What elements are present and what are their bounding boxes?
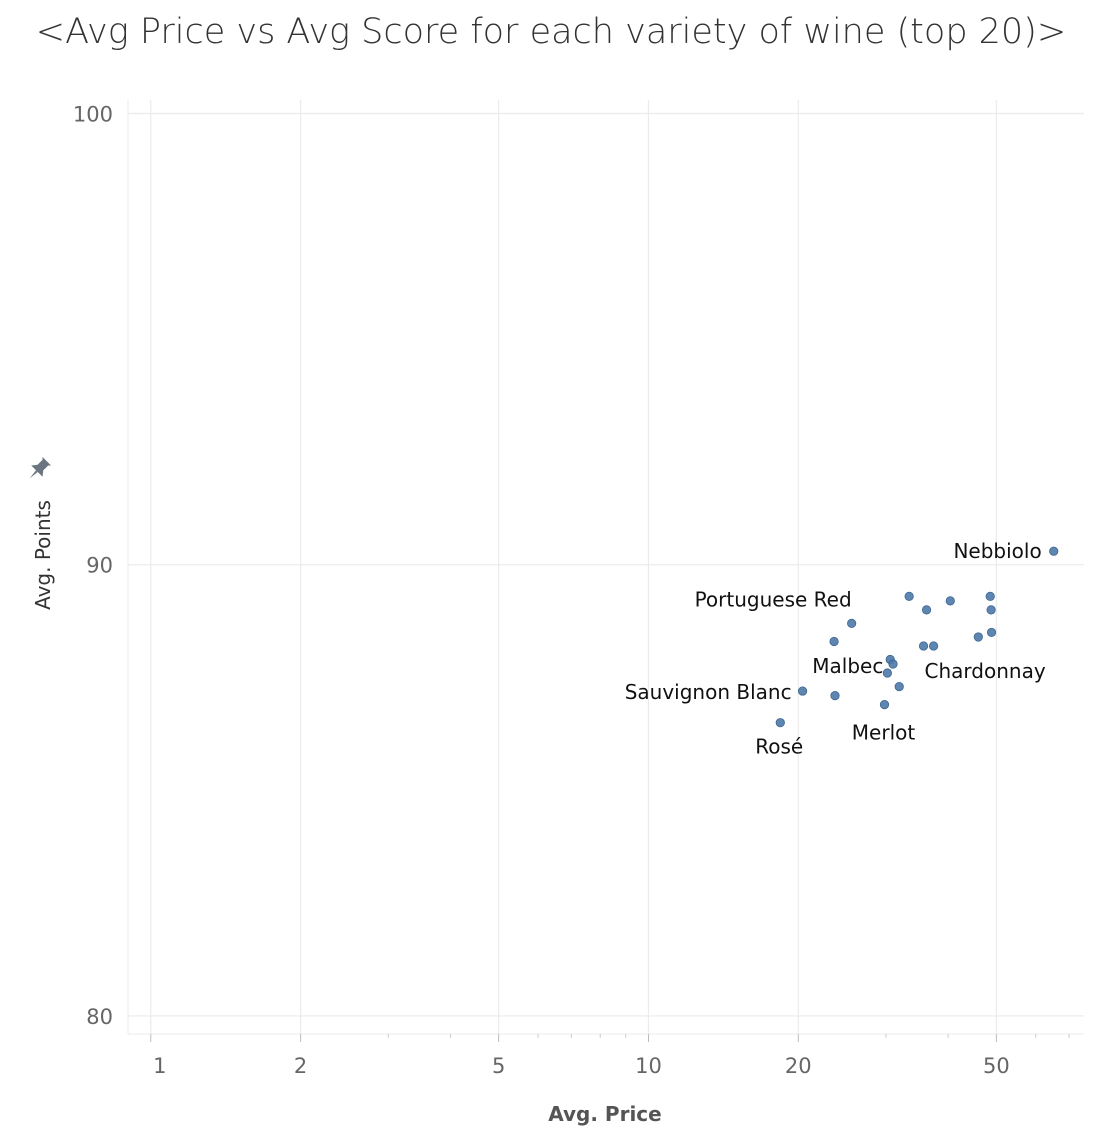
- point-label: Nebbiolo: [953, 539, 1041, 563]
- point-label: Rosé: [755, 735, 803, 759]
- x-tick-label: 2: [294, 1054, 307, 1078]
- x-tick-label: 50: [983, 1054, 1010, 1078]
- data-points[interactable]: [775, 546, 1059, 728]
- y-tick-label: 90: [86, 554, 113, 578]
- data-point[interactable]: [945, 596, 955, 606]
- data-point[interactable]: [973, 632, 983, 642]
- point-label: Sauvignon Blanc: [625, 680, 792, 704]
- data-point[interactable]: [986, 605, 996, 615]
- point-label: Merlot: [852, 721, 916, 745]
- data-point[interactable]: [879, 700, 890, 710]
- pin-icon[interactable]: [24, 456, 52, 484]
- data-point[interactable]: [829, 636, 839, 647]
- data-point[interactable]: [894, 681, 904, 692]
- x-tick-label: 5: [492, 1054, 505, 1078]
- data-point[interactable]: [797, 686, 808, 696]
- x-tick-label: 1: [153, 1054, 166, 1078]
- chart-title: <Avg Price vs Avg Score for each variety…: [35, 12, 1067, 52]
- data-point[interactable]: [928, 641, 939, 651]
- data-point[interactable]: [1049, 546, 1059, 556]
- x-tick-label: 20: [785, 1054, 812, 1078]
- x-axis-title: Avg. Price: [548, 1102, 661, 1126]
- data-point[interactable]: [985, 591, 995, 601]
- data-point[interactable]: [882, 668, 892, 678]
- data-point[interactable]: [830, 690, 840, 701]
- axis-ticks: 80 90 100 1 2 5 10 20 50: [73, 103, 1070, 1078]
- x-tick-label: 10: [635, 1054, 662, 1078]
- data-point[interactable]: [921, 605, 932, 615]
- point-label: Chardonnay: [925, 659, 1046, 683]
- data-point[interactable]: [888, 659, 898, 669]
- data-point[interactable]: [918, 641, 929, 651]
- data-point[interactable]: [847, 618, 857, 629]
- point-labels: Nebbiolo Portuguese Red Chardonnay Malbec Sa…: [625, 539, 1046, 758]
- grid-lines: [127, 100, 1084, 1035]
- y-tick-label: 80: [86, 1005, 113, 1029]
- y-axis-title: Avg. Points: [31, 500, 55, 610]
- data-point[interactable]: [986, 627, 997, 638]
- data-point[interactable]: [904, 591, 914, 601]
- point-label: Malbec: [812, 654, 883, 678]
- y-tick-label: 100: [73, 103, 113, 127]
- data-point[interactable]: [775, 718, 785, 728]
- point-label: Portuguese Red: [695, 587, 852, 611]
